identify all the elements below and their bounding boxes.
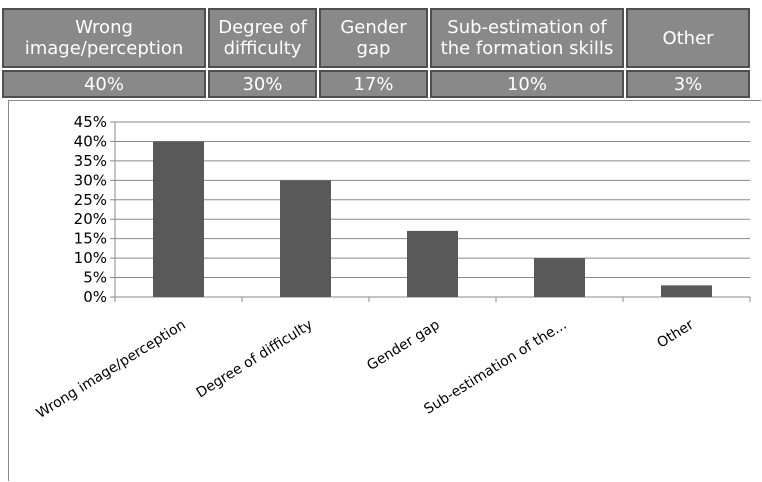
y-tick-label: 20%	[74, 210, 107, 228]
x-category-label: Other	[654, 317, 696, 352]
value-cell-degree-difficulty: 30%	[208, 70, 317, 98]
y-tick-label: 10%	[74, 249, 107, 267]
summary-table: Wrong image/perception Degree of difficu…	[0, 0, 762, 100]
x-category-label: Sub-estimation of the...	[421, 317, 569, 418]
y-tick-label: 15%	[74, 230, 107, 248]
x-category-label: Wrong image/perception	[34, 317, 189, 422]
y-tick-label: 45%	[74, 113, 107, 131]
chart-frame	[8, 100, 761, 481]
y-tick-label: 25%	[74, 191, 107, 209]
y-tick-label: 0%	[83, 288, 107, 306]
x-category-label: Degree of difficulty	[194, 317, 316, 402]
value-cell-gender-gap: 17%	[319, 70, 428, 98]
value-cell-sub-estimation: 10%	[430, 70, 624, 98]
y-tick-label: 5%	[83, 269, 107, 287]
y-tick-label: 35%	[74, 152, 107, 170]
header-cell-other: Other	[626, 8, 750, 68]
header-cell-degree-difficulty: Degree of difficulty	[208, 8, 317, 68]
value-cell-wrong-image: 40%	[2, 70, 206, 98]
y-tick-label: 40%	[74, 132, 107, 150]
y-tick-label: 30%	[74, 171, 107, 189]
bar	[280, 180, 331, 297]
header-cell-sub-estimation: Sub-estimation of the formation skills	[430, 8, 624, 68]
bar	[407, 230, 458, 297]
bar	[153, 141, 204, 297]
header-cell-gender-gap: Gender gap	[319, 8, 428, 68]
bar	[661, 285, 712, 297]
header-cell-wrong-image: Wrong image/perception	[2, 8, 206, 68]
bar	[534, 258, 585, 297]
value-cell-other: 3%	[626, 70, 750, 98]
x-category-label: Gender gap	[364, 317, 442, 374]
